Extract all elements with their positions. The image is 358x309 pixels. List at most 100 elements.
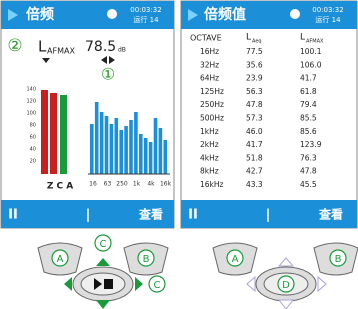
table-cell: 123.9 (300, 140, 322, 149)
band-label: 4k (147, 181, 155, 188)
soft-key: | (86, 208, 91, 223)
spectrum-bar (105, 116, 109, 174)
table-cell: 47.8 (246, 100, 263, 109)
table-cell: 46.0 (246, 127, 263, 136)
band-label: 250 (116, 181, 128, 188)
spectrum-bar (144, 138, 148, 174)
table-cell: 125Hz (200, 87, 224, 96)
key-letter: B (143, 254, 150, 265)
table-cell: 32Hz (200, 60, 219, 69)
spectrum-bar (149, 142, 153, 174)
table-cell: 8kHz (200, 167, 219, 176)
table-cell: 85.5 (300, 114, 317, 123)
table-cell: 56.3 (246, 87, 263, 96)
callout: ② (7, 36, 22, 56)
soft-key: | (266, 208, 271, 223)
soft-key: 查看 (138, 207, 163, 222)
soft-key: 查看 (318, 207, 343, 222)
callout: ① (101, 65, 115, 84)
key-letter: C (154, 280, 161, 291)
table-cell: 77.5 (246, 47, 263, 56)
clock-icon (290, 9, 300, 19)
table-cell: 35.6 (246, 60, 263, 69)
soft-key: II (8, 208, 18, 223)
table-cell: 500Hz (200, 114, 224, 123)
weightings: Z C A (47, 182, 73, 192)
bar (60, 95, 67, 174)
bar (41, 90, 48, 174)
spectrum-bar (154, 118, 158, 174)
stop-symbol (104, 279, 113, 289)
clock-icon (107, 9, 117, 19)
key-letter: B (335, 254, 342, 265)
run-count: 运行 14 (315, 15, 341, 24)
key-letter: A (232, 254, 239, 265)
spectrum-bar (95, 102, 99, 174)
key-inner (81, 273, 125, 295)
spectrum-bar (124, 126, 128, 174)
table-cell: 45.5 (300, 180, 317, 189)
table-cell: 4kHz (200, 153, 219, 162)
level-value: 78.5 (85, 39, 116, 55)
table-cell: 250Hz (200, 100, 224, 109)
scale-label: 80 (30, 123, 36, 129)
scale-label: 60 (30, 135, 36, 141)
screen-title: 倍频值 (204, 6, 246, 23)
spectrum-bar (110, 124, 114, 174)
band-label: 16 (89, 181, 97, 188)
spectrum-bar (115, 118, 119, 174)
key-letter: A (57, 254, 64, 265)
clock: 00:03:32 (130, 6, 161, 14)
table-cell: 43.3 (246, 180, 263, 189)
band-label: 16k (160, 181, 172, 188)
level-subscript: AFMAX (47, 47, 75, 56)
table-cell: 1kHz (200, 127, 219, 136)
level-symbol: L (38, 38, 47, 56)
table-header: L (300, 33, 305, 43)
scale-label: 20 (30, 159, 36, 165)
table-cell: 47.8 (300, 167, 317, 176)
soft-key: II (188, 208, 198, 223)
table-cell: 100.1 (300, 47, 322, 56)
spectrum-bar (134, 112, 138, 174)
table-cell: 16Hz (200, 47, 219, 56)
clock: 00:03:32 (312, 6, 343, 14)
table-cell: 79.4 (300, 100, 317, 109)
scale-label: 120 (26, 99, 36, 105)
table-cell: 41.7 (246, 140, 263, 149)
spectrum-bar (129, 120, 133, 174)
spectrum-bar (100, 112, 104, 174)
table-cell: 42.7 (246, 167, 263, 176)
table-cell: 85.6 (300, 127, 317, 136)
scale-label: 100 (26, 111, 36, 117)
spectrum-bar (119, 130, 123, 174)
scale-label: 140 (26, 87, 36, 93)
level-unit: dB (118, 47, 126, 54)
spectrum-bar (139, 134, 143, 174)
table-cell: 16kHz (200, 180, 224, 189)
screen-title: 倍频 (26, 6, 54, 23)
spectrum-bar (159, 128, 163, 174)
table-cell: 57.3 (246, 114, 263, 123)
table-header: L (246, 33, 251, 43)
run-count: 运行 14 (133, 15, 159, 24)
band-label: 63 (104, 181, 112, 188)
key-letter: D (282, 280, 290, 291)
spectrum-bar (164, 140, 168, 174)
table-header: OCTAVE (190, 34, 222, 43)
table-header-sub: Aeq (252, 39, 262, 45)
table-cell: 76.3 (300, 153, 317, 162)
table-cell: 23.9 (246, 74, 263, 83)
table-header-sub: AFMAX (306, 39, 324, 45)
table-cell: 106.0 (300, 60, 322, 69)
device-ui: 倍频 00:03:32 运行 14 ② L AFMAX 78.5 dB ① Z … (0, 0, 358, 309)
table-cell: 51.8 (246, 153, 263, 162)
table-cell: 41.7 (300, 74, 317, 83)
table-cell: 2kHz (200, 140, 219, 149)
scale-label: 40 (30, 147, 36, 153)
table-cell: 61.8 (300, 87, 317, 96)
level-bars (41, 90, 67, 174)
band-label: 1k (133, 181, 141, 188)
key-letter: C (100, 239, 107, 250)
spectrum-bar (90, 124, 94, 174)
